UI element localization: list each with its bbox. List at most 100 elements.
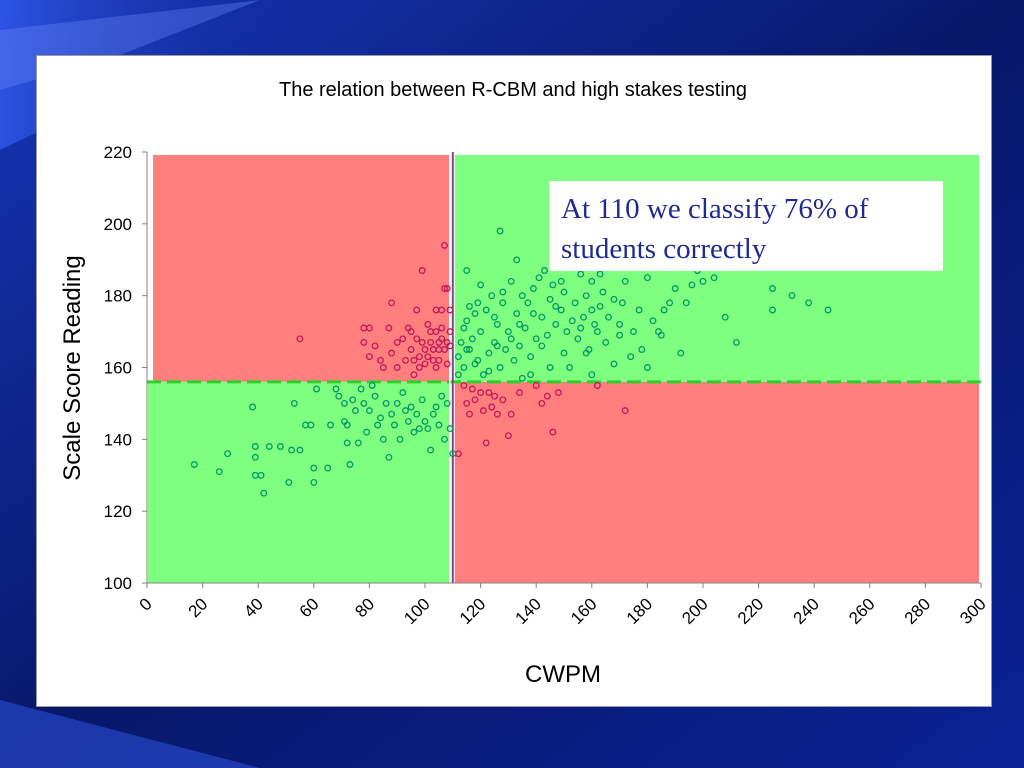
x-axis-title: CWPM	[525, 661, 601, 688]
x-tick-label: 20	[185, 594, 212, 621]
data-point	[507, 410, 515, 418]
data-point	[482, 306, 490, 314]
data-point	[769, 285, 776, 292]
data-point	[429, 410, 437, 418]
data-point	[307, 421, 315, 429]
data-point	[441, 285, 448, 292]
data-point	[493, 410, 501, 418]
data-point	[296, 446, 304, 454]
data-point	[538, 313, 546, 321]
data-point	[557, 306, 565, 314]
data-point	[496, 227, 504, 235]
data-point	[671, 285, 679, 292]
data-point	[527, 371, 535, 379]
x-tick-label: 100	[400, 594, 433, 627]
data-point	[285, 478, 293, 486]
data-point	[379, 435, 387, 443]
data-point	[513, 256, 521, 264]
data-point	[349, 396, 357, 404]
data-point	[732, 338, 740, 346]
x-tick-label: 200	[678, 594, 711, 627]
data-point	[435, 356, 443, 364]
data-point	[529, 285, 537, 292]
data-point	[610, 360, 618, 368]
data-point	[407, 328, 415, 336]
y-axis-title: Scale Score Reading	[59, 255, 86, 480]
data-point	[454, 353, 462, 361]
data-point	[424, 353, 432, 361]
data-point	[571, 299, 579, 307]
data-point	[493, 320, 501, 328]
data-point	[215, 468, 223, 476]
data-point	[427, 338, 435, 346]
data-point	[379, 364, 387, 371]
data-point	[616, 331, 624, 339]
data-point	[596, 302, 604, 310]
data-point	[310, 478, 318, 486]
data-point	[371, 342, 379, 350]
data-point	[824, 306, 832, 314]
data-point	[343, 421, 351, 429]
data-point	[577, 324, 585, 332]
data-point	[368, 382, 376, 389]
data-point	[546, 364, 554, 371]
data-point	[518, 374, 526, 382]
data-point	[446, 328, 454, 336]
data-point	[474, 299, 482, 307]
data-point	[710, 274, 718, 282]
data-point	[588, 306, 596, 314]
data-point	[463, 399, 471, 407]
data-point	[557, 277, 565, 285]
data-point	[346, 461, 354, 468]
data-point	[602, 338, 610, 346]
data-point	[288, 446, 296, 454]
data-point	[638, 346, 646, 353]
data-point	[324, 464, 332, 472]
data-point	[657, 331, 665, 339]
data-point	[410, 371, 418, 379]
data-point	[504, 328, 512, 336]
data-point	[805, 299, 813, 307]
data-point	[518, 292, 526, 300]
data-point	[688, 281, 696, 289]
data-point	[538, 399, 546, 407]
data-point	[596, 270, 604, 278]
data-point	[524, 299, 532, 307]
data-point	[627, 353, 635, 361]
data-point	[593, 328, 601, 336]
data-point	[507, 277, 515, 285]
annotation-text: At 110 we classify 76% of students corre…	[561, 193, 869, 265]
data-point	[466, 346, 473, 353]
data-point	[357, 385, 365, 393]
data-point	[327, 421, 334, 429]
data-point	[588, 371, 596, 379]
x-tick-label: 140	[512, 594, 545, 627]
data-point	[446, 342, 454, 350]
data-point	[477, 328, 485, 336]
data-point	[466, 302, 473, 310]
data-point	[371, 392, 379, 400]
data-point	[482, 439, 490, 447]
y-tick-label: 180	[104, 287, 132, 306]
data-point	[276, 443, 284, 450]
data-point	[290, 399, 298, 407]
y-tick-label: 160	[104, 359, 132, 378]
x-tick-label: 240	[790, 594, 823, 627]
data-point	[418, 267, 426, 274]
data-point	[463, 267, 471, 274]
data-point	[471, 360, 479, 368]
data-point	[365, 324, 373, 332]
data-point	[438, 306, 446, 314]
data-point	[463, 346, 471, 353]
data-point	[477, 389, 485, 397]
data-point	[532, 335, 540, 343]
data-point	[388, 410, 396, 418]
cut-score-lines	[147, 152, 981, 583]
quadrant-lower-right	[454, 381, 979, 583]
x-tick-label: 180	[623, 594, 656, 627]
data-point	[251, 453, 259, 461]
data-point	[616, 320, 624, 328]
data-point	[529, 310, 537, 318]
data-point	[516, 389, 523, 397]
